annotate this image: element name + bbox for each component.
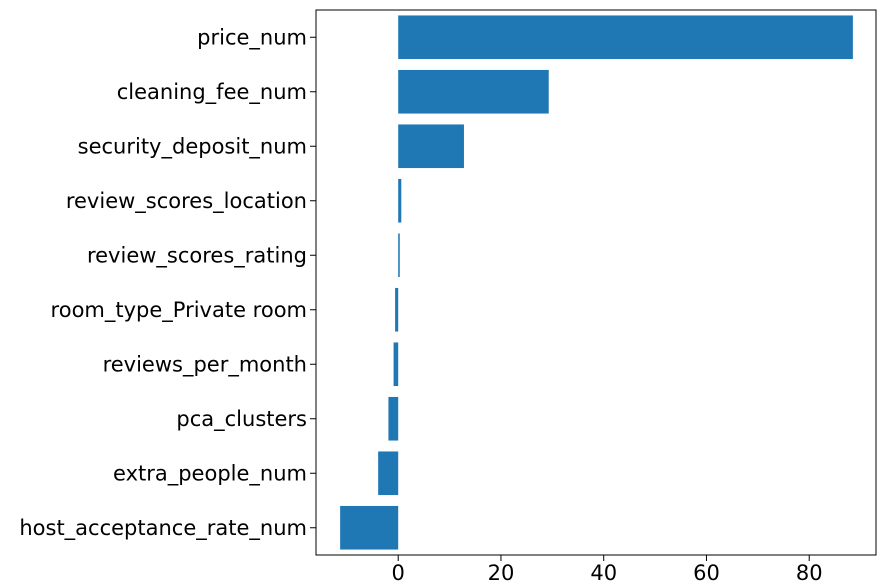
- bar-reviews-per-month: [393, 342, 399, 387]
- x-tick-label: 80: [796, 561, 823, 585]
- bar-pca-clusters: [388, 396, 399, 441]
- x-tick-group: 0 20 40 60 80: [392, 555, 823, 585]
- x-tick-label: 0: [392, 561, 405, 585]
- bar-cleaning-fee-num: [398, 69, 549, 114]
- y-tick-group: price_num cleaning_fee_num security_deposi…: [19, 25, 316, 541]
- bar-review-scores-location: [398, 178, 402, 223]
- y-tick-label: review_scores_rating: [87, 243, 307, 268]
- y-tick-label: pca_clusters: [176, 407, 307, 432]
- bar-review-scores-rating: [398, 233, 400, 278]
- y-tick-label: price_num: [197, 25, 307, 50]
- y-tick-label: room_type_Private room: [51, 298, 307, 323]
- y-tick-label: reviews_per_month: [103, 352, 307, 377]
- bar-group: [340, 15, 853, 550]
- y-tick-label: security_deposit_num: [78, 134, 307, 159]
- x-tick-label: 60: [693, 561, 720, 585]
- y-tick-label: cleaning_fee_num: [117, 80, 307, 105]
- bar-host-acceptance-rate-num: [340, 505, 399, 550]
- bar-room-type-private-room: [395, 287, 399, 332]
- y-tick-label: host_acceptance_rate_num: [19, 516, 307, 541]
- bar-security-deposit-num: [398, 124, 464, 169]
- y-tick-label: review_scores_location: [66, 189, 307, 214]
- x-tick-label: 40: [590, 561, 617, 585]
- x-tick-label: 20: [488, 561, 515, 585]
- plot-frame: [315, 9, 877, 556]
- bar-price-num: [398, 15, 853, 60]
- y-tick-label: extra_people_num: [113, 461, 307, 486]
- bar-extra-people-num: [378, 451, 399, 496]
